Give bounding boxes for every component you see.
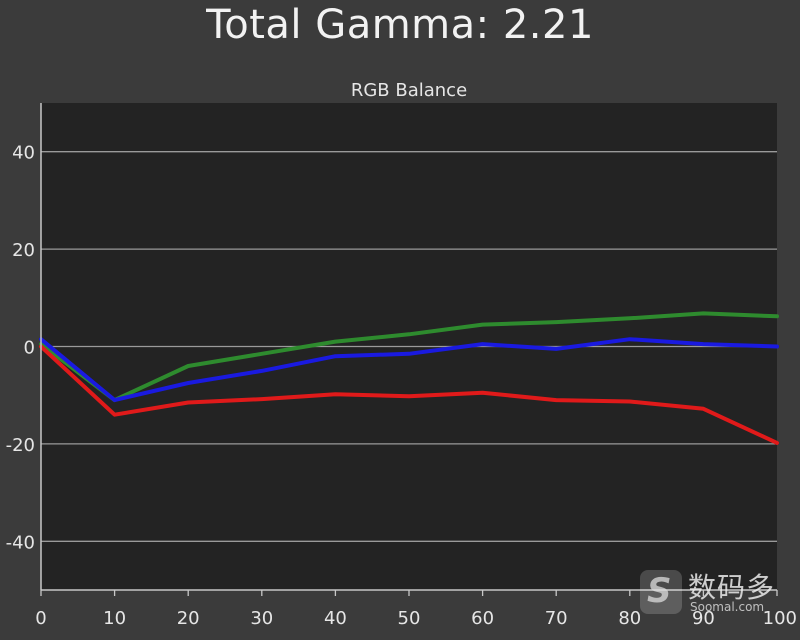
page-title: Total Gamma: 2.21: [206, 2, 594, 48]
y-tick-label: 40: [12, 143, 35, 164]
watermark-logo-icon: S: [640, 570, 682, 614]
y-tick-label: 0: [24, 338, 35, 359]
y-tick-label: 20: [12, 240, 35, 261]
y-tick-label: -20: [6, 435, 35, 456]
x-tick-label: 70: [545, 608, 568, 629]
x-tick-label: 0: [35, 608, 46, 629]
soomal-watermark: S 数码多 Soomal.com: [640, 566, 790, 622]
y-tick-label: -40: [6, 532, 35, 553]
chart-title: RGB Balance: [351, 80, 467, 101]
x-tick-label: 30: [250, 608, 273, 629]
series-line-1: [39, 344, 779, 445]
x-tick-label: 90: [692, 608, 715, 629]
x-tick-label: 100: [763, 608, 797, 629]
x-tick-label: 40: [324, 608, 347, 629]
x-tick-label: 60: [471, 608, 494, 629]
x-tick-label: 80: [618, 608, 641, 629]
watermark-url: Soomal.com: [690, 600, 765, 614]
x-tick-label: 20: [177, 608, 200, 629]
watermark-text: 数码多: [688, 571, 776, 604]
x-tick-label: 10: [103, 608, 126, 629]
x-tick-label: 50: [398, 608, 421, 629]
series-line-2: [39, 337, 779, 403]
series-line-0: [39, 311, 779, 403]
